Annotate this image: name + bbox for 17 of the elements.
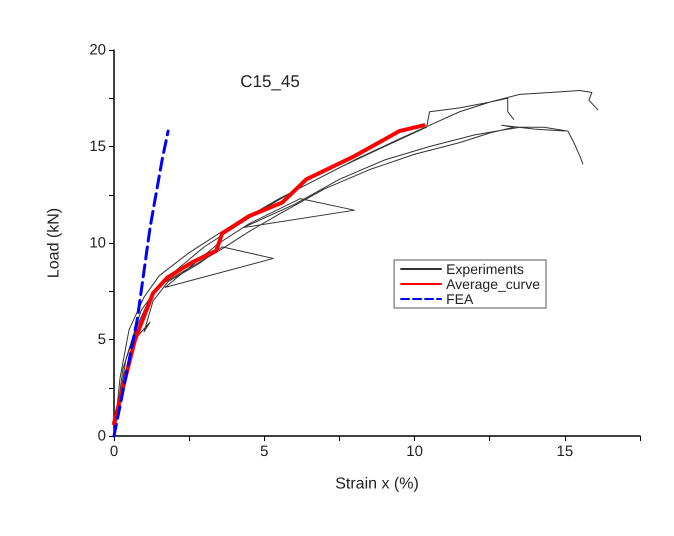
legend-label: FEA — [446, 291, 474, 307]
x-tick-label: 15 — [556, 443, 574, 460]
y-tick-label: 0 — [98, 428, 106, 444]
x-tick-label: 0 — [110, 443, 118, 460]
y-tick-label: 10 — [89, 234, 106, 252]
y-tick-label: 20 — [89, 42, 106, 58]
y-tick-label: 5 — [98, 331, 106, 348]
line-series — [112, 130, 170, 438]
x-tick-label: 10 — [406, 443, 423, 460]
x-tick-label: 5 — [260, 443, 268, 460]
legend-label: Average_curve — [446, 276, 540, 292]
annotation: C15_45 — [240, 72, 300, 92]
legend-label: Experiments — [446, 261, 524, 277]
x-axis-title: Strain x (%) — [335, 476, 419, 492]
y-tick-label: 15 — [89, 138, 106, 155]
y-axis-title: Load (kN) — [46, 208, 62, 278]
line-series — [112, 123, 426, 426]
